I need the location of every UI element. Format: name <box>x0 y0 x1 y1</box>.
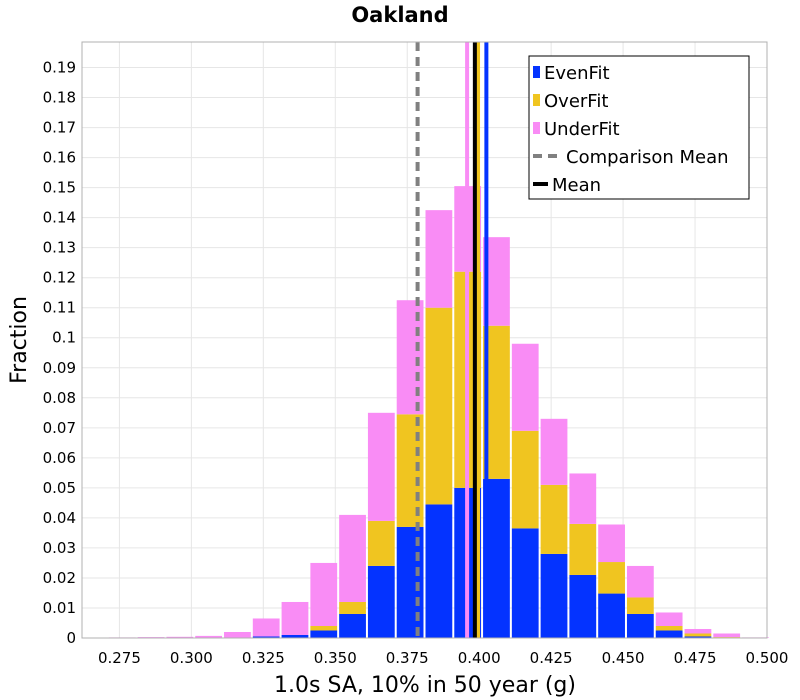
bar-underfit <box>224 631 251 638</box>
bar-evenfit <box>655 630 683 638</box>
x-tick-label: 0.400 <box>458 649 501 667</box>
bar-underfit <box>713 633 741 638</box>
y-tick-label: 0.06 <box>43 449 76 467</box>
x-tick-label: 0.425 <box>530 649 573 667</box>
y-tick-label: 0.03 <box>43 539 76 557</box>
bar-evenfit <box>626 613 654 638</box>
bar-overfit <box>598 562 625 594</box>
y-tick-label: 0.02 <box>43 569 76 587</box>
y-tick-label: 0.01 <box>43 599 76 617</box>
y-tick-label: 0.17 <box>43 119 76 137</box>
legend-label-evenfit: EvenFit <box>544 63 610 84</box>
bar-underfit <box>339 514 366 602</box>
y-tick-label: 0.13 <box>43 239 76 257</box>
bar-overfit <box>569 523 597 575</box>
x-tick-label: 0.375 <box>386 649 429 667</box>
bar-overfit <box>684 633 712 637</box>
y-tick-label: 0.1 <box>52 329 76 347</box>
bar-underfit <box>655 612 683 626</box>
bar-overfit <box>425 307 453 505</box>
bar-evenfit <box>569 574 597 638</box>
bar-overfit <box>511 430 539 529</box>
bar-overfit <box>367 520 395 566</box>
legend-label-underfit: UnderFit <box>544 119 620 140</box>
bar-evenfit <box>684 636 712 638</box>
bar-evenfit <box>310 630 338 638</box>
bar-evenfit <box>511 528 539 638</box>
y-tick-label: 0.04 <box>43 509 76 527</box>
y-tick-label: 0.14 <box>43 209 76 227</box>
bar-underfit <box>569 473 597 524</box>
bar-underfit <box>166 636 194 638</box>
y-axis-label: Fraction <box>7 296 32 384</box>
y-tick-label: 0.05 <box>43 479 76 497</box>
x-tick-label: 0.300 <box>170 649 213 667</box>
chart-title: Oakland <box>351 3 448 27</box>
bar-overfit <box>655 625 683 631</box>
bar-underfit <box>684 628 712 634</box>
x-tick-label: 0.475 <box>674 649 717 667</box>
legend-swatch-underfit <box>533 122 540 134</box>
bar-evenfit <box>367 565 395 638</box>
y-tick-label: 0.08 <box>43 389 76 407</box>
bar-underfit <box>252 618 280 637</box>
bar-evenfit <box>281 634 309 638</box>
bar-underfit <box>425 210 453 308</box>
bar-underfit <box>195 635 223 638</box>
bar-underfit <box>540 418 568 485</box>
bar-overfit <box>626 597 654 614</box>
x-tick-label: 0.450 <box>602 649 645 667</box>
y-tick-label: 0.12 <box>43 269 76 287</box>
x-axis-ticks: 0.275 0.300 0.325 0.350 0.375 0.400 0.425 0.450… <box>98 649 789 667</box>
plot-frame <box>81 41 768 639</box>
legend-label-overfit: OverFit <box>544 91 608 112</box>
bar-evenfit <box>425 504 453 638</box>
y-tick-label: 0.11 <box>43 299 76 317</box>
legend-box <box>528 55 750 200</box>
bar-overfit <box>540 484 568 554</box>
y-tick-label: 0.18 <box>43 89 76 107</box>
bar-underfit <box>367 412 395 521</box>
bar-underfit <box>281 601 309 635</box>
legend-swatch-overfit <box>533 94 540 106</box>
x-tick-label: 0.275 <box>98 649 141 667</box>
y-axis-ticks: 0 0.01 0.02 0.03 0.04 0.05 0.06 0.07 0.08 0.09 0.1… <box>43 59 76 647</box>
legend: EvenFit OverFit UnderFit Comparison Mean Mea… <box>528 55 750 200</box>
x-tick-label: 0.500 <box>746 649 789 667</box>
x-tick-label: 0.350 <box>314 649 357 667</box>
y-tick-label: 0.16 <box>43 149 76 167</box>
legend-label-mean: Mean <box>552 175 601 196</box>
bar-underfit <box>310 562 338 626</box>
bar-evenfit <box>339 613 366 638</box>
y-tick-label: 0.09 <box>43 359 76 377</box>
x-tick-label: 0.325 <box>242 649 285 667</box>
bar-evenfit <box>540 553 568 638</box>
bar-overfit <box>310 625 338 631</box>
y-tick-label: 0 <box>66 629 76 647</box>
reference-lines <box>415 42 489 638</box>
bar-underfit <box>598 524 625 563</box>
y-tick-label: 0.19 <box>43 59 76 77</box>
bar-underfit <box>626 565 654 598</box>
legend-label-comparison-mean: Comparison Mean <box>566 147 729 168</box>
x-axis-label: 1.0s SA, 10% in 50 year (g) <box>274 673 576 698</box>
legend-swatch-evenfit <box>533 66 540 78</box>
y-tick-label: 0.15 <box>43 179 76 197</box>
y-tick-label: 0.07 <box>43 419 76 437</box>
bar-overfit <box>339 601 366 614</box>
bar-underfit <box>511 343 539 431</box>
bar-evenfit <box>598 593 625 638</box>
bar-evenfit <box>252 636 280 638</box>
